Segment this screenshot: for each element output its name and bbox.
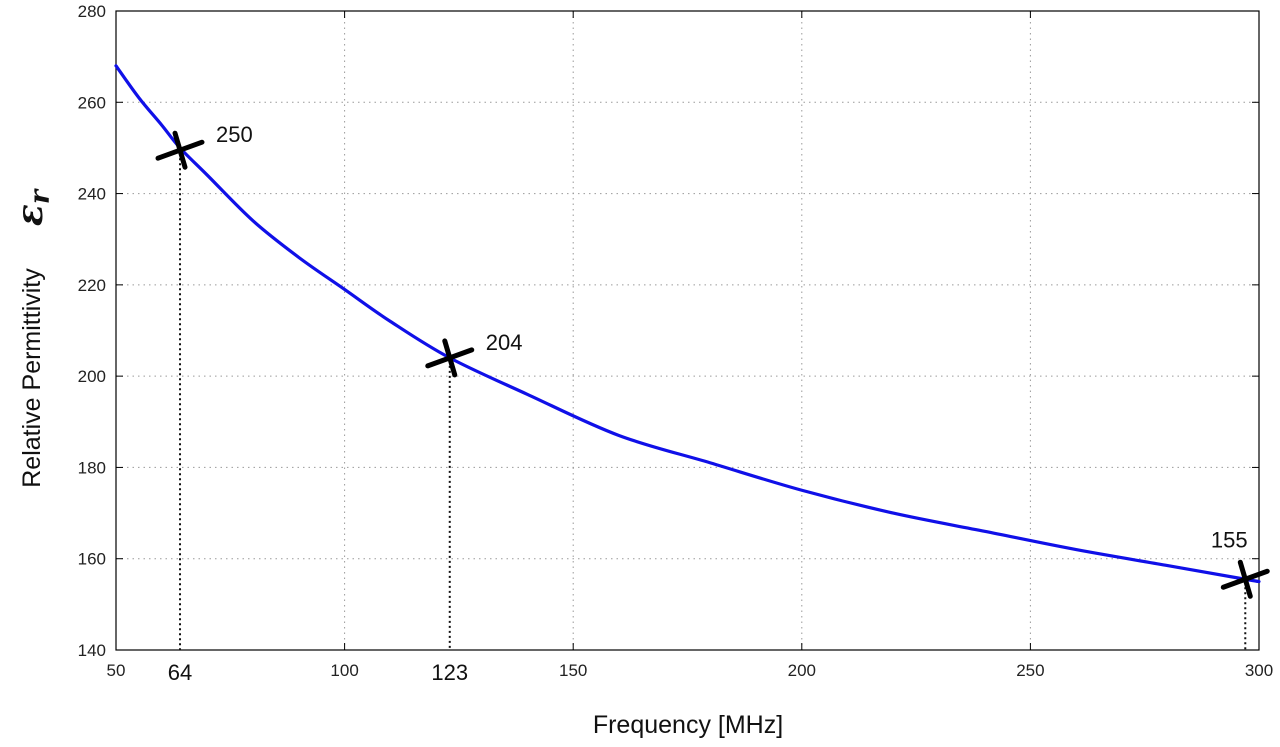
y-tick-label: 260 — [78, 93, 106, 112]
marker-value-label: 155 — [1211, 527, 1248, 552]
series-line — [114, 64, 1261, 584]
marker-x-label: 64 — [168, 660, 192, 685]
tick-labels: 50 100 150 200 250 300 140 160 180 200 220 240 260 28… — [78, 2, 1274, 685]
y-tick-label: 220 — [78, 276, 106, 295]
y-axis-symbol: εr — [9, 188, 56, 226]
x-tick-label: 100 — [330, 661, 358, 680]
markers: 250 204 155 — [155, 122, 1270, 599]
y-tick-label: 280 — [78, 2, 106, 21]
marker-value-label: 204 — [486, 330, 523, 355]
marker-value-label: 250 — [216, 122, 253, 147]
x-axis-title: Frequency [MHz] — [593, 711, 783, 739]
marker-x — [425, 338, 475, 378]
y-axis-title: Relative Permittivity — [18, 268, 46, 488]
grid — [116, 11, 1259, 650]
plot-frame — [115, 10, 1260, 651]
y-tick-label: 200 — [78, 367, 106, 386]
marker-drop-lines — [179, 158, 1247, 650]
svg-text:εr: εr — [9, 188, 56, 226]
y-tick-label: 160 — [78, 550, 106, 569]
marker-x — [1220, 559, 1270, 599]
y-tick-label: 240 — [78, 185, 106, 204]
marker-x-label: 123 — [431, 660, 468, 685]
marker-x — [155, 130, 205, 170]
marker-stroke — [1237, 559, 1253, 599]
x-tick-label: 250 — [1016, 661, 1044, 680]
x-tick-label: 200 — [788, 661, 816, 680]
y-tick-label: 140 — [78, 641, 106, 660]
x-tick-label: 150 — [559, 661, 587, 680]
y-tick-label: 180 — [78, 458, 106, 477]
x-tick-label: 50 — [107, 661, 126, 680]
x-tick-label: 300 — [1245, 661, 1273, 680]
marker-stroke — [442, 338, 458, 378]
marker-stroke — [172, 130, 188, 170]
axis-ticks — [115, 10, 1260, 651]
